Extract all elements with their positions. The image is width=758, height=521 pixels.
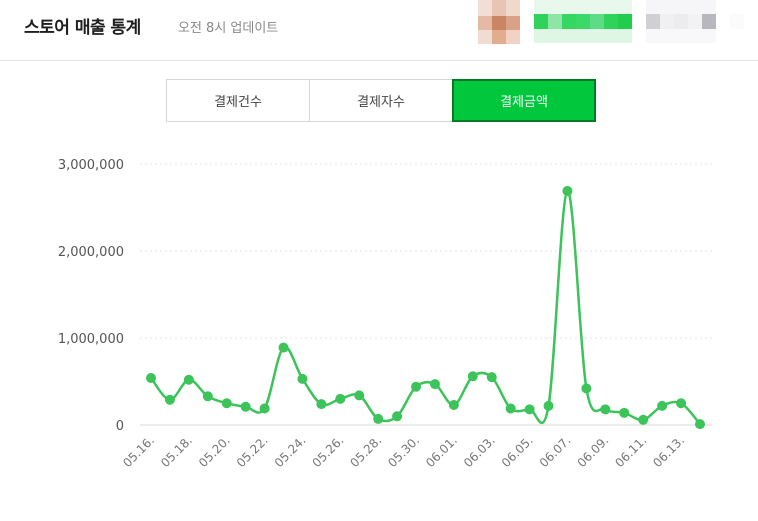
header-bar: 스토어 매출 통계 오전 8시 업데이트: [0, 0, 758, 61]
data-point: [183, 374, 194, 385]
x-tick-label: 06.07.: [537, 433, 574, 470]
y-tick-label: 2,000,000: [58, 245, 124, 260]
x-tick-label: 06.03.: [461, 433, 498, 470]
data-point: [486, 372, 497, 383]
data-point: [448, 399, 459, 410]
data-point: [259, 403, 270, 414]
data-point: [543, 400, 554, 411]
data-point: [297, 373, 308, 384]
data-point: [146, 373, 156, 384]
data-point: [354, 390, 365, 401]
data-point: [411, 381, 422, 392]
x-tick-label: 05.24.: [272, 433, 309, 470]
y-tick-label: 1,000,000: [58, 332, 124, 347]
x-tick-label: 06.13.: [650, 433, 687, 470]
metric-tabs: 결제건수 결제자수 결제금액: [166, 79, 596, 122]
data-point: [278, 342, 289, 353]
x-tick-label: 05.18.: [158, 433, 195, 470]
data-point: [581, 383, 592, 394]
x-tick-label: 06.05.: [499, 433, 536, 470]
data-point: [335, 393, 346, 404]
data-point: [240, 401, 251, 412]
x-tick-label: 06.01.: [423, 433, 460, 470]
x-tick-label: 05.28.: [347, 433, 384, 470]
tab-payer-count[interactable]: 결제자수: [309, 79, 453, 122]
x-tick-label: 05.16.: [120, 433, 157, 470]
data-point: [505, 403, 516, 414]
data-point: [164, 394, 175, 405]
x-tick-label: 05.22.: [234, 433, 271, 470]
data-point: [676, 398, 687, 409]
data-point: [694, 419, 705, 430]
data-point: [600, 404, 611, 415]
y-tick-label: 3,000,000: [58, 158, 124, 173]
y-tick-label: 0: [116, 419, 124, 434]
tab-payment-amount[interactable]: 결제금액: [452, 79, 596, 122]
x-tick-label: 05.20.: [196, 433, 233, 470]
data-point: [619, 407, 630, 418]
x-tick-label: 05.26.: [310, 433, 347, 470]
update-time-label: 오전 8시 업데이트: [178, 21, 279, 36]
data-point: [316, 399, 327, 410]
data-point: [429, 379, 440, 390]
data-point: [392, 411, 403, 422]
data-point: [638, 414, 649, 425]
data-point: [373, 413, 384, 424]
page-title: 스토어 매출 통계: [24, 18, 141, 38]
data-point: [562, 185, 573, 196]
data-point: [467, 371, 478, 382]
data-point: [657, 400, 668, 411]
series-line: [150, 189, 701, 425]
x-tick-label: 05.30.: [385, 433, 422, 470]
data-point: [524, 404, 535, 415]
data-point: [221, 398, 232, 409]
x-tick-label: 06.09.: [575, 433, 612, 470]
x-tick-label: 06.11.: [612, 433, 649, 470]
data-point: [202, 391, 213, 402]
